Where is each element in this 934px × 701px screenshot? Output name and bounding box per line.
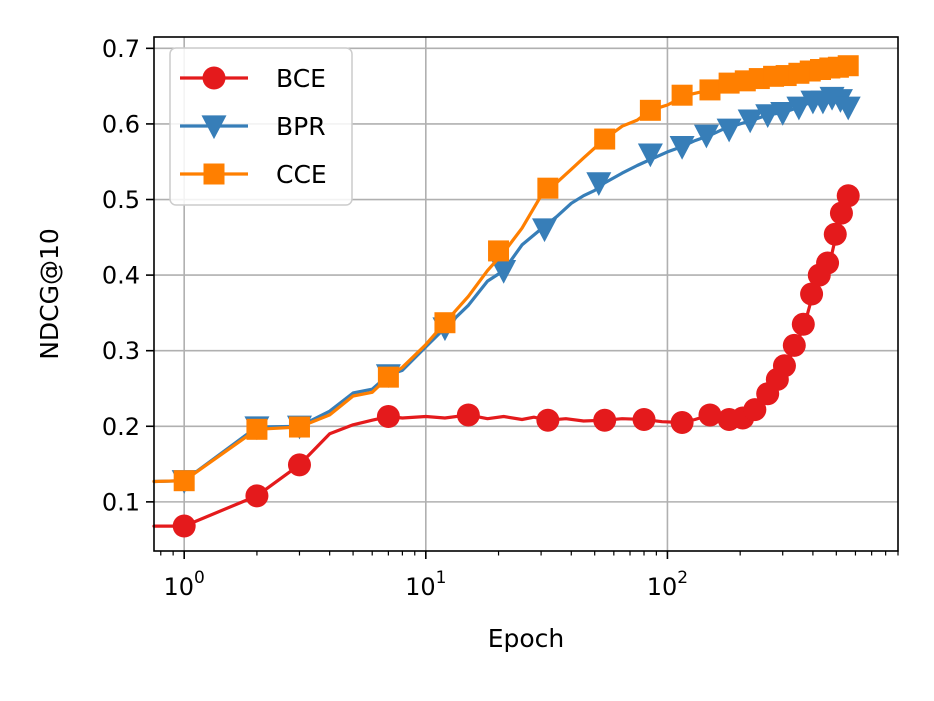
data-point-bce <box>800 282 824 306</box>
data-point-bce <box>829 201 853 225</box>
legend-label: BCE <box>276 64 326 93</box>
y-tick-label: 0.6 <box>102 110 140 138</box>
legend-entry-bce: BCE <box>180 64 326 93</box>
data-point-bce <box>816 251 840 275</box>
data-point-bpr <box>532 218 558 243</box>
data-point-cce <box>288 416 310 438</box>
data-point-bce <box>836 184 860 208</box>
legend-entry-bpr: BPR <box>180 112 326 141</box>
data-point-bce <box>791 312 815 336</box>
y-tick-label: 0.2 <box>102 413 140 441</box>
data-point-bpr <box>586 172 612 197</box>
data-point-cce <box>699 79 721 101</box>
data-point-cce <box>639 99 661 121</box>
data-point-cce <box>434 312 456 334</box>
data-point-cce <box>377 366 399 388</box>
data-point-cce <box>173 470 195 492</box>
legend-label: CCE <box>276 160 327 189</box>
data-point-bce <box>772 354 796 378</box>
y-tick-label: 0.3 <box>102 337 140 365</box>
x-tick-label: 101 <box>405 568 446 601</box>
data-point-bpr <box>669 135 695 160</box>
legend-marker <box>201 115 227 140</box>
data-point-bce <box>376 404 400 428</box>
y-axis-title: NDCG@10 <box>35 228 64 360</box>
data-point-bce <box>670 411 694 434</box>
legend-marker <box>203 163 225 185</box>
x-tick-base: 10 <box>405 573 436 601</box>
y-tick-label: 0.7 <box>102 35 140 63</box>
legend-marker <box>202 66 226 90</box>
x-tick-base: 10 <box>164 573 195 601</box>
x-tick-exponent: 0 <box>194 568 205 588</box>
y-tick-label: 0.4 <box>102 262 140 290</box>
data-point-bce <box>698 403 722 427</box>
series-bce <box>152 184 860 538</box>
data-point-bpr <box>786 96 812 121</box>
x-tick-label: 102 <box>647 568 688 601</box>
legend-entry-cce: CCE <box>180 160 327 189</box>
legend-label: BPR <box>276 112 326 141</box>
data-point-bpr <box>491 259 517 284</box>
data-point-bpr <box>770 101 796 126</box>
data-point-bpr <box>637 143 663 168</box>
grid-lines <box>154 37 898 551</box>
plot-frame <box>153 36 899 552</box>
data-point-bce <box>632 407 656 431</box>
x-tick-base: 10 <box>647 573 678 601</box>
data-point-cce <box>537 177 559 199</box>
data-point-bpr <box>835 96 861 121</box>
data-point-bpr <box>737 109 763 134</box>
data-point-bce <box>536 408 560 432</box>
data-point-bce <box>245 484 269 508</box>
data-point-bce <box>287 453 311 477</box>
data-point-bpr <box>716 118 742 143</box>
data-point-bce <box>456 403 480 427</box>
y-tick-label: 0.1 <box>102 488 140 516</box>
data-point-cce <box>718 72 740 94</box>
data-point-bce <box>593 408 617 432</box>
data-point-bce <box>782 333 806 357</box>
data-point-cce <box>246 418 268 440</box>
x-axis-title: Epoch <box>488 624 565 653</box>
series-cce <box>152 55 859 492</box>
data-point-bpr <box>755 104 781 128</box>
y-tick-label: 0.5 <box>102 186 140 214</box>
data-point-bpr <box>693 124 719 149</box>
data-point-bce <box>172 514 196 538</box>
data-point-cce <box>488 240 510 262</box>
data-point-cce <box>837 55 859 77</box>
x-tick-label: 100 <box>164 568 205 601</box>
data-point-bce <box>743 398 767 422</box>
data-point-cce <box>671 84 693 106</box>
x-tick-exponent: 1 <box>436 568 447 588</box>
legend: BCE BPR CCE <box>169 47 353 206</box>
x-tick-exponent: 2 <box>677 568 688 588</box>
data-point-bce <box>823 222 847 246</box>
data-point-cce <box>594 128 616 150</box>
series-layer <box>152 55 861 538</box>
